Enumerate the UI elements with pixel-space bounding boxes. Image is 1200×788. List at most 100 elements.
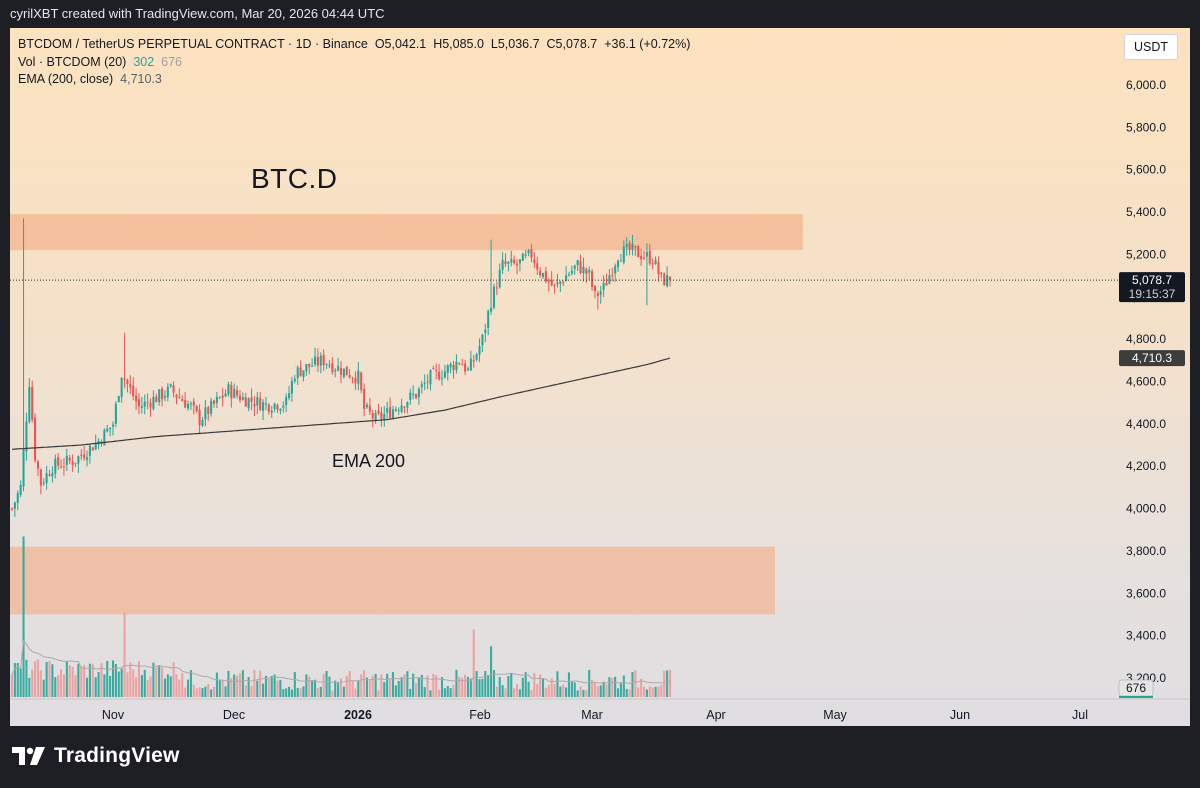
candle-body (57, 457, 60, 466)
candle-body (224, 393, 227, 397)
volume-bar (337, 682, 340, 697)
volume-bar (273, 674, 276, 697)
ohlc-low: L5,036.7 (490, 37, 540, 51)
candle-body (495, 287, 498, 289)
volume-bar (161, 667, 164, 697)
volume-bar (189, 670, 192, 697)
price-chart[interactable]: 3,200.03,400.03,600.03,800.04,000.04,200… (10, 28, 1190, 726)
candle-body (585, 268, 588, 274)
volume-bar (103, 674, 106, 697)
candle-body (579, 261, 582, 274)
candle-body (120, 377, 123, 398)
volume-bar (648, 686, 651, 697)
y-axis-label: 4,600.0 (1126, 375, 1166, 389)
volume-bar (591, 679, 594, 697)
volume-bar (357, 680, 360, 697)
volume-bar (143, 669, 146, 697)
volume-bar (475, 671, 478, 697)
volume-bar (325, 670, 328, 697)
candle-body (374, 412, 377, 421)
volume-bar (132, 669, 135, 697)
candle-body (487, 311, 490, 328)
currency-button[interactable]: USDT (1124, 34, 1178, 60)
candle-body (383, 413, 386, 420)
volume-bar (365, 677, 369, 697)
volume-bar (123, 612, 126, 697)
volume-bar (109, 675, 112, 697)
candle-body (247, 398, 250, 409)
volume-bar (192, 684, 195, 697)
candle-body (175, 394, 178, 398)
ema-line: EMA (200, close) 4,710.3 (18, 71, 690, 89)
candle-body (614, 265, 617, 274)
candle-body (94, 442, 97, 450)
candle-body (472, 360, 475, 362)
candle-body (599, 291, 602, 295)
candle-body (397, 410, 400, 412)
volume-bar (469, 678, 472, 697)
volume-bar (490, 646, 493, 697)
candle-body (640, 255, 643, 260)
candle-body (282, 405, 285, 408)
candle-body (88, 445, 91, 456)
volume-bar (305, 674, 308, 697)
volume-bar (377, 690, 380, 697)
volume-bar (576, 690, 579, 697)
candle-body (334, 370, 337, 372)
volume-bar (65, 661, 68, 697)
candle-body (85, 457, 89, 460)
candle-body (201, 419, 204, 426)
volume-bar (224, 686, 227, 697)
ema-label[interactable]: EMA (200, close) (18, 72, 114, 86)
candle-body (541, 272, 545, 277)
candle-body (129, 383, 132, 388)
candle-body (593, 286, 597, 292)
candle-body (65, 455, 68, 465)
candle-body (562, 282, 565, 284)
candle-body (158, 389, 161, 403)
candle-body (452, 364, 455, 371)
volume-bar (149, 676, 152, 697)
ohlc-high: H5,085.0 (433, 37, 484, 51)
candle-body (625, 244, 628, 248)
volume-bar (622, 675, 625, 697)
volume-bar (218, 679, 221, 697)
candle-body (331, 363, 334, 373)
candle-body (553, 284, 556, 286)
volume-label[interactable]: Vol · BTCDOM (20) (18, 54, 127, 69)
candle-body (544, 271, 547, 282)
volume-bar (207, 684, 210, 697)
y-axis-label: 3,400.0 (1126, 629, 1166, 643)
volume-bar (383, 681, 386, 697)
candle-body (166, 386, 169, 398)
volume-bar (536, 684, 539, 697)
candle-body (230, 384, 233, 399)
candle-body (250, 397, 253, 402)
last-price-badge: 5,078.7 (1132, 273, 1172, 287)
candle-body (354, 378, 357, 383)
candle-body (440, 377, 444, 379)
candle-body (524, 254, 527, 256)
candle-body (513, 259, 516, 264)
candle-body (389, 407, 392, 418)
volume-bar (262, 683, 265, 697)
candle-body (273, 403, 276, 409)
chart-area[interactable]: 3,200.0 3,400.0 3,600.0 3,800.0 4,000.0 4,200… (10, 28, 1190, 726)
symbol-name[interactable]: BTCDOM / TetherUS PERPETUAL CONTRACT · 1… (18, 37, 368, 51)
volume-bar (247, 676, 250, 697)
y-axis-label: 6,000.0 (1126, 78, 1166, 92)
volume-bar (432, 673, 435, 697)
candle-body (236, 390, 239, 396)
volume-bar (253, 669, 256, 697)
candle-body (484, 329, 487, 333)
candle-body (391, 409, 394, 419)
y-axis-label: 4,400.0 (1126, 417, 1166, 431)
volume-bar (236, 675, 239, 697)
candle-body (71, 461, 74, 465)
candle-body (241, 397, 244, 400)
volume-bar (296, 687, 299, 697)
candle-body (565, 275, 568, 282)
volume-bar (614, 676, 617, 697)
tradingview-brand[interactable]: TradingView (12, 744, 180, 768)
candle-body (16, 493, 19, 503)
